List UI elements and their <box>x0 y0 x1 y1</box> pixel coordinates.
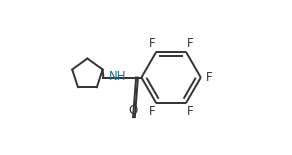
Text: O: O <box>128 104 138 117</box>
Text: F: F <box>206 71 213 84</box>
Text: NH: NH <box>109 70 127 83</box>
Text: F: F <box>149 105 156 118</box>
Text: F: F <box>149 37 156 50</box>
Text: F: F <box>187 105 193 118</box>
Text: F: F <box>187 37 193 50</box>
